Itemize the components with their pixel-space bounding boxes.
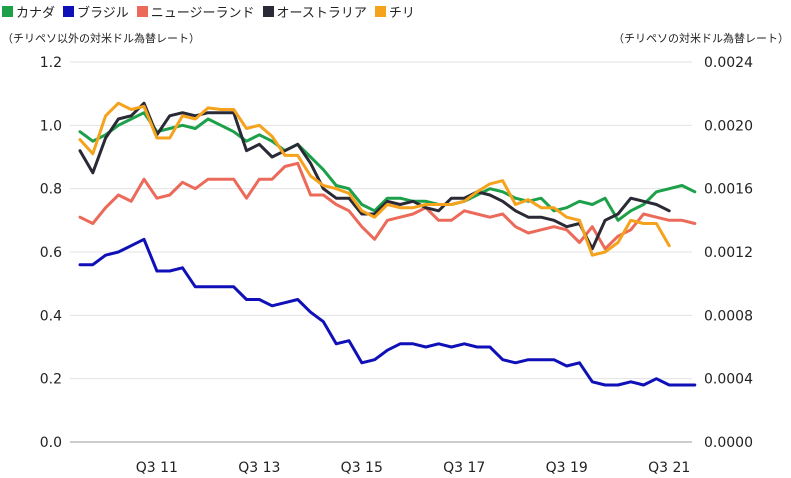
legend-item-brazil: ブラジル bbox=[61, 2, 129, 21]
left-axis-tick-label: 0.8 bbox=[40, 182, 62, 198]
legend-swatch-chile bbox=[374, 5, 386, 17]
left-axis-title: （チリペソ以外の対米ドル為替レート） bbox=[2, 32, 200, 45]
left-axis-tick-label: 0.6 bbox=[40, 245, 62, 261]
legend-swatch-canada bbox=[2, 5, 13, 17]
right-axis-title: （チリペソの対米ドル為替レート） bbox=[613, 32, 789, 45]
legend-swatch-new-zealand bbox=[136, 5, 148, 17]
x-axis-tick-label: Q3 21 bbox=[648, 460, 690, 476]
legend-label-australia: オーストラリア bbox=[276, 5, 367, 21]
left-axis-tick-label: 1.2 bbox=[40, 55, 62, 71]
series-line bbox=[78, 101, 671, 251]
left-axis-tick-label: 0.4 bbox=[40, 308, 62, 324]
x-axis-tick-label: Q3 17 bbox=[443, 460, 485, 476]
right-axis-tick-label: 0.0012 bbox=[704, 245, 753, 261]
legend-item-canada: カナダ bbox=[0, 2, 55, 21]
left-axis-tick-label: 0.0 bbox=[40, 435, 62, 451]
series-line bbox=[78, 111, 697, 222]
series-line bbox=[78, 161, 697, 251]
legend-label-new-zealand: ニュージーランド bbox=[150, 5, 255, 21]
grid-lines bbox=[70, 61, 692, 443]
x-axis-tick-label: Q3 11 bbox=[136, 460, 178, 476]
left-axis-ticks: 0.0 0.2 0.4 0.6 0.8 1.0 1.2 bbox=[40, 55, 62, 451]
legend-item-new-zealand: ニュージーランド bbox=[135, 2, 255, 21]
legend-swatch-brazil bbox=[63, 5, 75, 17]
x-axis-tick-label: Q3 19 bbox=[546, 460, 588, 476]
series-line bbox=[78, 237, 697, 387]
x-axis-ticks: Q3 11 Q3 13 Q3 15 Q3 17 Q3 19 Q3 21 bbox=[136, 460, 691, 476]
right-axis-tick-label: 0.0016 bbox=[704, 182, 753, 198]
x-axis-tick-label: Q3 15 bbox=[341, 460, 383, 476]
legend-label-canada: カナダ bbox=[16, 5, 56, 21]
legend-label-brazil: ブラジル bbox=[77, 5, 129, 21]
left-axis-tick-label: 1.0 bbox=[40, 118, 62, 134]
series-line bbox=[78, 101, 671, 257]
right-axis-tick-label: 0.0008 bbox=[704, 308, 753, 324]
right-axis-tick-label: 0.0024 bbox=[704, 55, 753, 71]
legend-swatch-australia bbox=[262, 5, 274, 17]
chart-legend: カナダ ブラジル ニュージーランド オーストラリア チリ bbox=[0, 0, 421, 22]
left-axis-tick-label: 0.2 bbox=[40, 372, 62, 388]
right-axis-ticks: 0.0000 0.0004 0.0008 0.0012 0.0016 0.0020 0.00… bbox=[704, 55, 753, 451]
legend-item-chile: チリ bbox=[373, 2, 415, 21]
right-axis-tick-label: 0.0000 bbox=[704, 435, 753, 451]
right-axis-tick-label: 0.0020 bbox=[704, 118, 753, 134]
series-lines bbox=[78, 101, 697, 387]
right-axis-tick-label: 0.0004 bbox=[704, 372, 753, 388]
legend-item-australia: オーストラリア bbox=[261, 2, 367, 21]
x-axis-tick-label: Q3 13 bbox=[238, 460, 280, 476]
legend-label-chile: チリ bbox=[388, 5, 415, 21]
